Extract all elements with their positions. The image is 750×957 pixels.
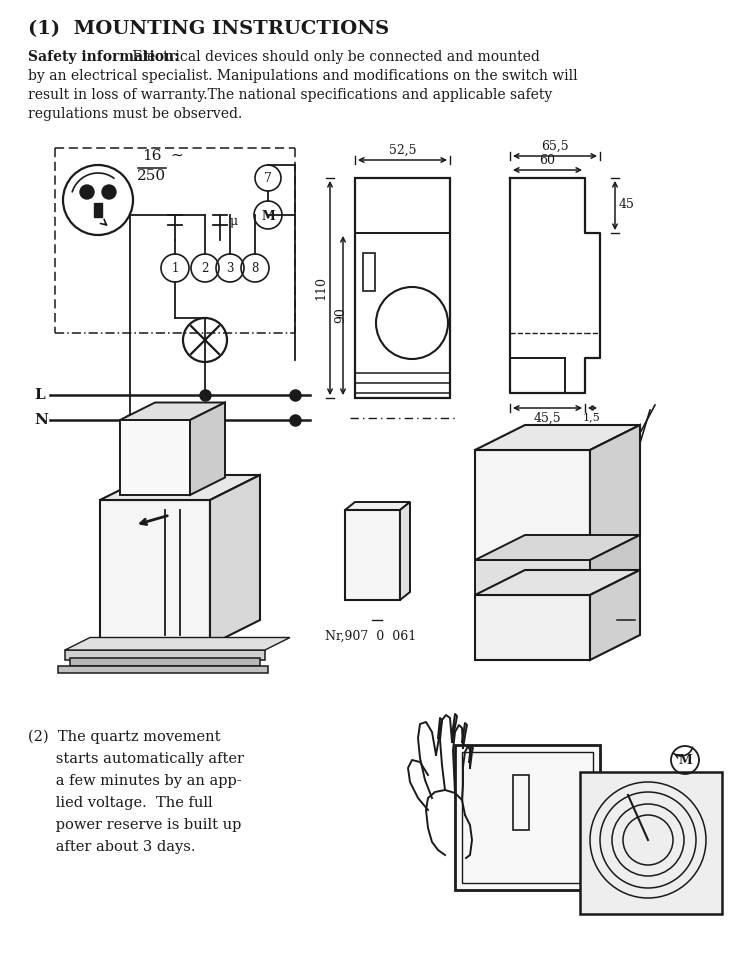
Text: result in loss of warranty.The national specifications and applicable safety: result in loss of warranty.The national … bbox=[28, 88, 552, 102]
Text: a few minutes by an app-: a few minutes by an app- bbox=[28, 774, 242, 788]
Text: L: L bbox=[34, 388, 45, 402]
Polygon shape bbox=[120, 420, 190, 495]
Polygon shape bbox=[100, 500, 210, 645]
Circle shape bbox=[601, 459, 619, 477]
Polygon shape bbox=[590, 535, 640, 595]
Bar bbox=[58, 666, 268, 673]
Circle shape bbox=[102, 185, 116, 199]
Bar bbox=[513, 775, 529, 830]
Polygon shape bbox=[345, 502, 410, 510]
Bar bbox=[462, 752, 593, 883]
Text: 3: 3 bbox=[226, 262, 234, 276]
Bar bbox=[70, 658, 260, 666]
Text: Electrical devices should only be connected and mounted: Electrical devices should only be connec… bbox=[128, 50, 540, 64]
Polygon shape bbox=[590, 425, 640, 560]
Text: N: N bbox=[34, 413, 48, 427]
Text: starts automatically after: starts automatically after bbox=[28, 752, 244, 766]
Text: lied voltage.  The full: lied voltage. The full bbox=[28, 796, 213, 810]
Bar bbox=[580, 772, 722, 914]
Bar bbox=[65, 650, 265, 660]
Text: 250: 250 bbox=[137, 169, 166, 183]
Text: 16: 16 bbox=[142, 149, 162, 163]
Text: Safety information:: Safety information: bbox=[28, 50, 179, 64]
Text: by an electrical specialist. Manipulations and modifications on the switch will: by an electrical specialist. Manipulatio… bbox=[28, 69, 578, 83]
Polygon shape bbox=[475, 595, 590, 660]
Text: 110: 110 bbox=[314, 276, 327, 300]
Text: 65,5: 65,5 bbox=[542, 140, 568, 153]
Text: 8: 8 bbox=[251, 262, 259, 276]
Polygon shape bbox=[400, 502, 410, 600]
Text: ~: ~ bbox=[170, 148, 183, 163]
Text: 90: 90 bbox=[334, 307, 347, 323]
Text: M: M bbox=[261, 210, 274, 222]
Text: regulations must be observed.: regulations must be observed. bbox=[28, 107, 242, 121]
Text: M: M bbox=[678, 754, 692, 768]
Circle shape bbox=[80, 185, 94, 199]
Circle shape bbox=[597, 537, 613, 553]
Polygon shape bbox=[475, 535, 640, 560]
Polygon shape bbox=[65, 637, 290, 650]
Bar bbox=[500, 615, 520, 635]
Text: power reserve is built up: power reserve is built up bbox=[28, 818, 242, 832]
Text: 2: 2 bbox=[201, 262, 208, 276]
Text: 7: 7 bbox=[264, 172, 272, 186]
Text: 1,5: 1,5 bbox=[584, 412, 601, 422]
Polygon shape bbox=[475, 450, 590, 560]
Text: after about 3 days.: after about 3 days. bbox=[28, 840, 196, 854]
Bar bbox=[363, 253, 375, 291]
Bar bbox=[94, 203, 102, 217]
Polygon shape bbox=[475, 570, 640, 595]
Polygon shape bbox=[210, 475, 260, 645]
Circle shape bbox=[603, 613, 617, 627]
Text: 45,5: 45,5 bbox=[533, 412, 561, 425]
Text: 1: 1 bbox=[171, 262, 178, 276]
Bar bbox=[355, 178, 450, 398]
Polygon shape bbox=[475, 560, 590, 595]
Polygon shape bbox=[190, 403, 225, 495]
Polygon shape bbox=[345, 510, 400, 600]
Text: Nr,907  0  061: Nr,907 0 061 bbox=[325, 630, 416, 643]
Text: 45: 45 bbox=[619, 198, 634, 211]
Polygon shape bbox=[100, 475, 260, 500]
Polygon shape bbox=[120, 403, 225, 420]
Text: μ: μ bbox=[230, 215, 238, 229]
Polygon shape bbox=[590, 570, 640, 660]
Text: 60: 60 bbox=[539, 154, 555, 167]
Bar bbox=[455, 745, 600, 890]
Text: (1)  MOUNTING INSTRUCTIONS: (1) MOUNTING INSTRUCTIONS bbox=[28, 20, 389, 38]
Polygon shape bbox=[475, 425, 640, 450]
Text: 52,5: 52,5 bbox=[388, 144, 416, 157]
Text: (2)  The quartz movement: (2) The quartz movement bbox=[28, 730, 220, 745]
